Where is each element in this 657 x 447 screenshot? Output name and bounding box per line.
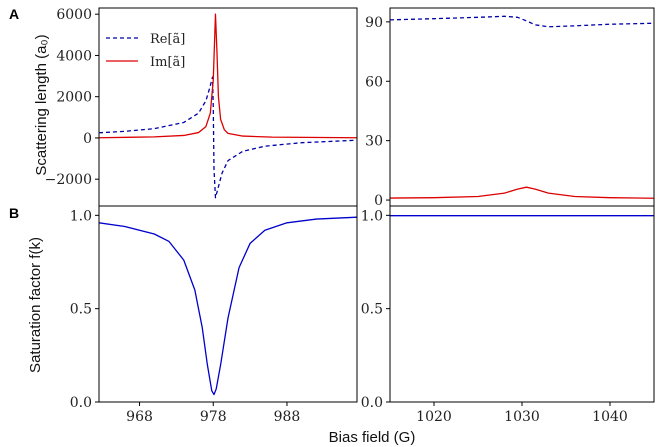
y-tick-label-b-left: 1.0 [70, 208, 92, 224]
x-tick-label-b-right: 1020 [416, 409, 452, 425]
y-tick-label-b-left: 0.0 [70, 395, 92, 411]
x-tick-label-b-right: 1040 [592, 409, 628, 425]
y-tick-label-b-right: 1.0 [361, 208, 383, 224]
legend-label-re: Re[ã] [150, 32, 185, 47]
y-tick-label-a-left: 6000 [56, 7, 92, 23]
legend-label-im: Im[ã] [150, 55, 185, 70]
x-tick-label-b-right: 1030 [504, 409, 540, 425]
y-tick-label-a-left: 0 [83, 131, 92, 147]
plot-area: −2000 0 2000 4000 6000 0 30 60 90 0.0 0.5 1.0 968 978… [45, 7, 655, 425]
y-tick-label-a-right: 60 [365, 74, 383, 90]
y-axis-label-bottom: Saturation factor f(k) [27, 237, 44, 373]
series-line-a-right-re [390, 15, 654, 28]
y-tick-label-a-right: 0 [374, 193, 383, 209]
y-tick-label-b-left: 0.5 [70, 302, 92, 318]
x-tick-label-b-left: 968 [126, 409, 153, 425]
y-tick-label-b-right: 0.0 [361, 395, 383, 411]
y-tick-label-b-right: 0.5 [361, 302, 383, 318]
y-tick-label-a-right: 30 [365, 134, 383, 150]
x-tick-label-b-left: 988 [274, 409, 301, 425]
y-axis-label-top: Scattering length (a₀) [33, 34, 50, 175]
series-line-a-left-re [99, 76, 357, 199]
x-axis-label: Bias field (G) [329, 429, 416, 446]
y-tick-label-a-left: 4000 [56, 48, 92, 64]
y-tick-label-a-right: 90 [365, 15, 383, 31]
y-tick-label-a-left: −2000 [45, 172, 92, 188]
x-tick-label-b-left: 978 [200, 409, 227, 425]
axes-frame-b-right [389, 205, 655, 403]
panel-label-b: B [9, 205, 19, 221]
series-line-a-left-im [99, 13, 357, 139]
series-line-a-right-im [390, 186, 654, 199]
axes-frame-a-right [389, 7, 655, 207]
series-line-b-left-f [99, 216, 357, 396]
legend: Re[ã] Im[ã] [106, 32, 185, 70]
y-tick-label-a-left: 2000 [56, 90, 92, 106]
panel-label-a: A [9, 6, 19, 22]
axes-frame-b-left [98, 205, 358, 403]
